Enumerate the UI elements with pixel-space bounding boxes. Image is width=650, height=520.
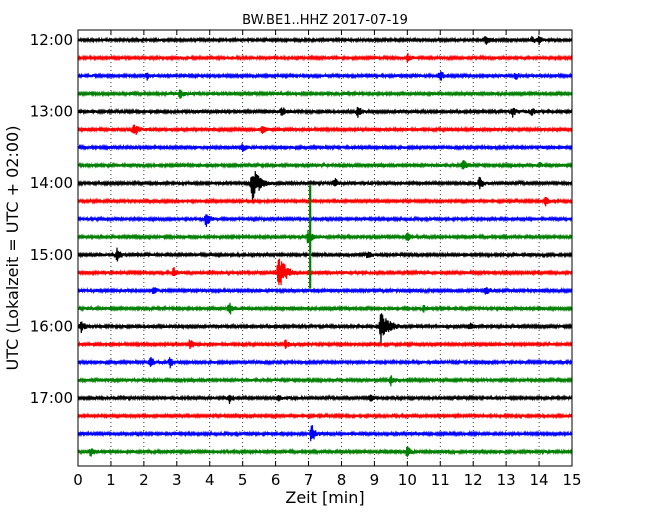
x-tick-label: 5 (238, 471, 248, 489)
trace-17:45 (77, 446, 573, 458)
y-tick-label: 14:00 (30, 174, 73, 192)
y-axis-label: UTC (Lokalzeit = UTC + 02:00) (3, 126, 22, 371)
trace-17:00 (77, 394, 573, 404)
x-tick-label: 13 (497, 471, 516, 489)
grid-lines (110, 30, 540, 466)
x-tick-label: 12 (464, 471, 483, 489)
y-axis: 12:00 13:00 14:00 15:00 16:00 17:00 (30, 31, 572, 407)
x-tick-label: 6 (271, 471, 281, 489)
x-tick-label: 9 (370, 471, 380, 489)
x-axis: 0 1 2 3 4 5 6 7 8 9 10 11 12 13 14 15 (73, 30, 582, 489)
trace-14:30 (77, 214, 573, 228)
y-tick-label: 16:00 (30, 317, 73, 335)
trace-13:30 (77, 143, 573, 152)
y-tick-label: 15:00 (30, 246, 73, 264)
y-tick-label: 13:00 (30, 103, 73, 121)
trace-15:45 (77, 302, 573, 315)
x-axis-label: Zeit [min] (285, 488, 364, 507)
trace-16:15 (77, 339, 573, 350)
x-tick-label: 3 (172, 471, 182, 489)
trace-17:15 (77, 412, 573, 420)
y-tick-label: 17:00 (30, 389, 73, 407)
trace-17:30 (77, 425, 573, 442)
trace-16:30 (77, 356, 573, 369)
x-tick-label: 2 (139, 471, 149, 489)
trace-15:00 (77, 247, 573, 262)
x-tick-label: 4 (205, 471, 215, 489)
x-tick-label: 8 (337, 471, 347, 489)
trace-14:15 (77, 196, 573, 207)
chart-title: BW.BE1..HHZ 2017-07-19 (242, 13, 408, 28)
trace-16:00 (77, 313, 573, 344)
x-tick-label: 7 (304, 471, 314, 489)
trace-12:30 (77, 71, 573, 81)
y-tick-label: 12:00 (30, 31, 73, 49)
trace-12:00 (77, 35, 573, 46)
trace-12:45 (77, 89, 573, 99)
trace-14:45 (77, 229, 573, 244)
plot-frame (77, 29, 573, 467)
x-tick-label: 11 (431, 471, 450, 489)
trace-16:45 (77, 375, 573, 387)
trace-12:15 (77, 52, 573, 63)
trace-14:00 (77, 171, 573, 202)
x-tick-label: 10 (398, 471, 417, 489)
x-tick-label: 15 (562, 471, 581, 489)
trace-13:15 (77, 124, 573, 136)
trace-13:45 (77, 159, 573, 170)
x-tick-label: 1 (106, 471, 116, 489)
trace-15:15 (77, 258, 573, 286)
trace-13:00 (77, 106, 573, 118)
x-tick-label: 0 (73, 471, 83, 489)
trace-15:30 (77, 286, 573, 295)
x-tick-label: 14 (530, 471, 549, 489)
traces (77, 35, 573, 458)
